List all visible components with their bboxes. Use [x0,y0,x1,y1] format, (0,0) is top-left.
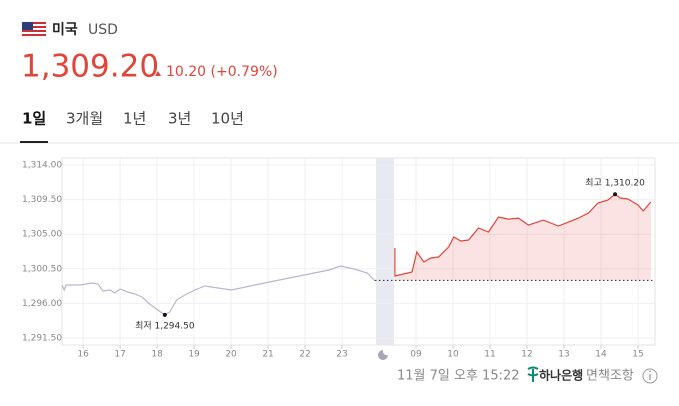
annotation: 최저 1,294.50 [135,320,195,331]
extreme-point [613,192,618,197]
x-tick-label: 11 [484,350,495,360]
separator: · [578,369,582,383]
us-flag [21,21,47,38]
bank-logo [527,366,539,382]
x-tick-label: 09 [410,350,422,360]
info-icon[interactable] [642,368,658,384]
y-tick-label: 1,300.50 [22,264,62,274]
chart: 1,314.00 1,309.50 1,305.00 1,300.50 1,296.00… [22,158,655,360]
night-band [376,158,394,345]
country: 미국 [52,22,78,38]
x-tick-label: 17 [114,350,125,360]
up-arrow [155,71,161,76]
change: 10.20 (+0.79%) [166,64,278,80]
night-icon [378,350,388,360]
tab[interactable]: 1일 [22,110,46,128]
area [394,194,651,281]
x-tick-label: 22 [299,350,310,360]
extreme-point [162,312,167,317]
tabs: 1일 3개월 1년 3년 10년 [22,110,244,128]
x-tick-label: 15 [632,350,643,360]
x-tick-label: 13 [558,350,569,360]
currency: USD [88,22,118,38]
y-tick-label: 1,296.00 [22,299,62,309]
x-tick-label: 21 [262,350,273,360]
tab[interactable]: 10년 [211,110,244,128]
price: 1,309.20 [21,49,159,85]
x-tick-label: 14 [595,350,607,360]
x-tick-label: 23 [336,350,347,360]
timestamp: 11월 7일 오후 15:22 [397,369,520,384]
y-tick-label: 1,305.00 [22,230,62,240]
y-tick-label: 1,309.50 [22,195,62,205]
plot-frame [61,157,656,346]
x-tick-label: 12 [521,350,532,360]
tab[interactable]: 1년 [123,110,146,128]
annotation: 최고 1,310.20 [585,178,645,189]
x-tick-label: 18 [151,350,163,360]
line [61,265,376,316]
x-tick-label: 16 [77,350,89,360]
bank: 하나은행 [539,368,583,383]
x-tick-label: 19 [188,350,200,360]
disclaimer[interactable]: 면책조항 [586,369,634,384]
y-tick-label: 1,314.00 [22,161,62,171]
x-tick-label: 20 [225,350,237,360]
active-tab-underline [20,141,48,143]
tab[interactable]: 3년 [168,110,191,128]
x-tick-label: 10 [447,350,459,360]
y-tick-label: 1,291.50 [22,334,62,344]
tab[interactable]: 3개월 [66,110,103,128]
